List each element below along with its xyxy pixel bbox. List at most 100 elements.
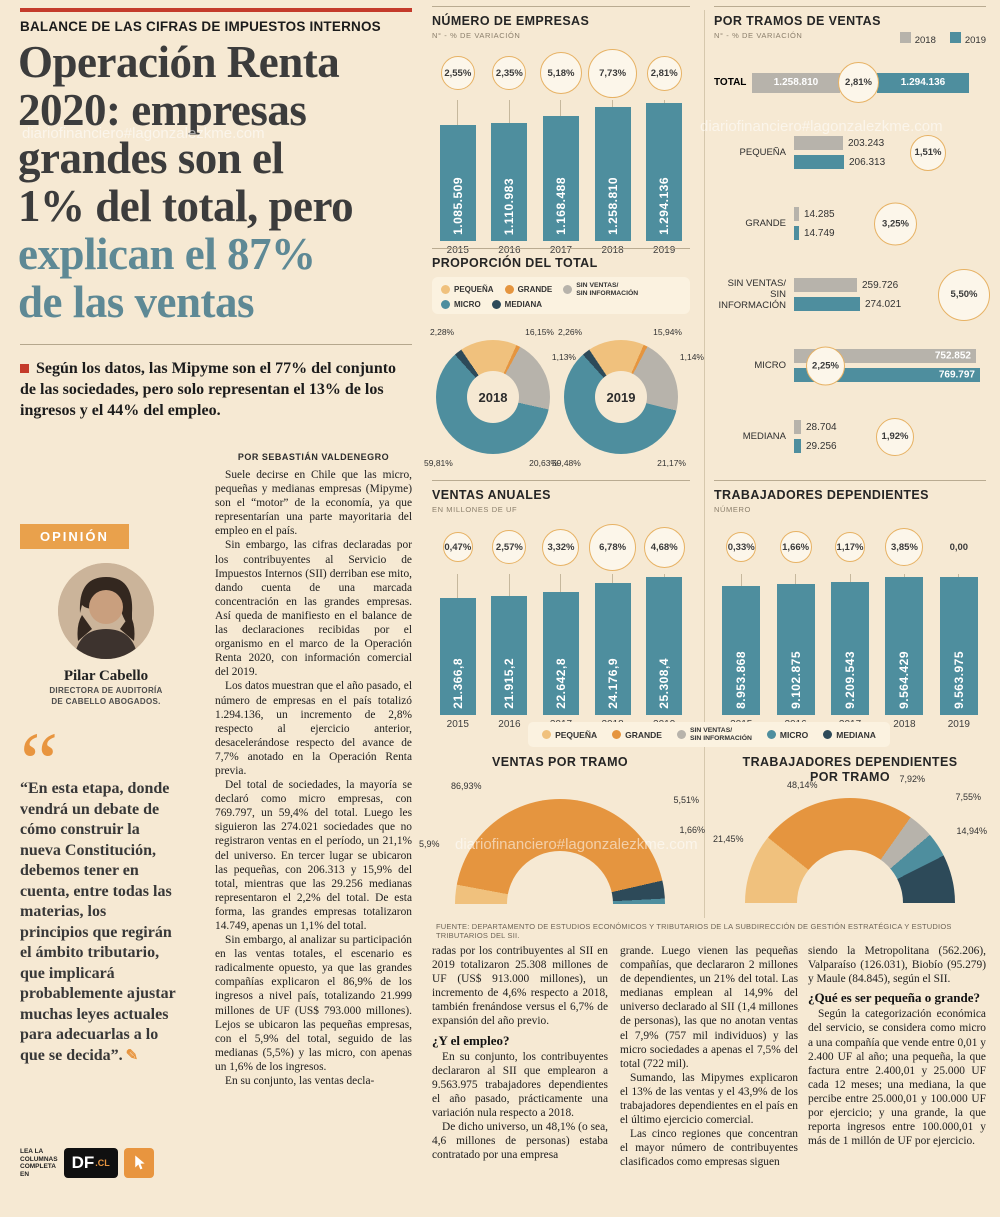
tline: 259.726 bbox=[794, 278, 986, 292]
slice-label: 16,15% bbox=[525, 327, 554, 337]
connector-line bbox=[795, 574, 797, 584]
article-heading: ¿Y el empleo? bbox=[432, 1032, 510, 1048]
tramo-bar-2018 bbox=[794, 207, 799, 221]
span: GRANDE bbox=[517, 285, 553, 294]
tramo-value: 28.704 bbox=[806, 421, 837, 433]
div: MICRO bbox=[754, 360, 786, 371]
legend-item: MICRO bbox=[766, 729, 809, 740]
hand-cursor-icon[interactable] bbox=[123, 1148, 154, 1178]
variation-circle: 5,50% bbox=[938, 268, 990, 321]
bar-value: 9.564.429 bbox=[897, 651, 912, 709]
tramo-row: MEDIANA 28.704 29.256 1,92% bbox=[714, 401, 986, 472]
span: MICRO bbox=[779, 729, 809, 740]
vcircle-wrap: 0,33% bbox=[726, 520, 757, 574]
slice-label: 7,55% bbox=[955, 792, 981, 802]
quote-open: “ bbox=[20, 780, 28, 797]
tramo-bar-2018 bbox=[794, 420, 801, 434]
vcircle-wrap: 6,78% bbox=[589, 520, 637, 574]
standfirst: Según los datos, las Mipyme son el 77% d… bbox=[20, 358, 414, 421]
slice-label: 2,28% bbox=[430, 327, 455, 337]
article-paragraph: Sumando, las Mipymes explicaron el 13% d… bbox=[620, 1071, 798, 1127]
bar-value: 24.176,9 bbox=[605, 658, 620, 709]
connector-line bbox=[560, 100, 562, 116]
article-paragraph: siendo la Metropolitana (562.206), Valpa… bbox=[808, 945, 986, 986]
tramo-value: 29.256 bbox=[806, 440, 837, 452]
legend-item: GRANDE bbox=[612, 730, 662, 740]
legend-item: GRANDE bbox=[504, 285, 553, 294]
tline: 14.285 bbox=[794, 207, 986, 221]
author-name: Pilar Cabello bbox=[63, 668, 149, 684]
chart-trabajadores: TRABAJADORES DEPENDIENTES NÚMERO 0,33% 8.… bbox=[714, 480, 986, 734]
bar-chart: 0,47% 21.366,8 2015 2,57% 21.915,2 2016 3,32% 2… bbox=[432, 520, 690, 734]
author-photo bbox=[58, 563, 154, 659]
slice-label: 1,13% bbox=[551, 352, 576, 362]
chart-subtitle: N° - % DE VARIACIÓN bbox=[714, 31, 803, 40]
legend-2018: 2018 bbox=[899, 32, 936, 46]
chart-title: VENTAS ANUALES bbox=[432, 488, 551, 502]
chart-subtitle: EN MILLONES DE UF bbox=[432, 505, 518, 514]
bar: 9.209.543 bbox=[831, 582, 870, 715]
total-row: TOTAL 1.258.810 2,81% 1.294.136 bbox=[714, 62, 986, 103]
bar-column: 5,18% 1.168.488 2017 bbox=[535, 46, 587, 260]
cta-line: EN bbox=[20, 1170, 30, 1178]
tramo-label: GRANDE bbox=[714, 218, 794, 229]
bar-value: 22.642,8 bbox=[553, 658, 568, 709]
vcircle-wrap: 1,17% bbox=[835, 520, 866, 574]
chart-ventas-anuales: VENTAS ANUALES EN MILLONES DE UF 0,47% 21… bbox=[432, 480, 690, 734]
bar: 1.168.488 bbox=[542, 116, 579, 241]
variation-circle: 7,73% bbox=[588, 48, 638, 98]
span: MEDIANA bbox=[504, 300, 543, 309]
div: MEDIANA bbox=[742, 431, 786, 442]
bullet-square bbox=[20, 364, 29, 373]
section-rule bbox=[714, 480, 986, 481]
cta-line: COMPLETA bbox=[20, 1163, 56, 1170]
connector-line bbox=[457, 100, 459, 125]
df-logo[interactable]: DF .CL bbox=[63, 1148, 118, 1178]
slice-label: 59,81% bbox=[424, 458, 453, 468]
legend-item: MEDIANA bbox=[491, 300, 543, 309]
tbars: 28.704 29.256 bbox=[794, 420, 986, 453]
span: MICRO bbox=[454, 300, 481, 309]
vcircle-wrap: 2,35% bbox=[492, 46, 527, 100]
bar-column: 0,33%8.953.8682015 bbox=[714, 520, 768, 734]
author-role: DE CABELLO ABOGADOS. bbox=[51, 697, 161, 706]
div: SIN VENTAS/ bbox=[689, 727, 733, 734]
span: 2019 bbox=[964, 35, 986, 46]
chart-subtitle: N° - % DE VARIACIÓN bbox=[432, 31, 521, 40]
vcircle-wrap: 0,47% bbox=[442, 520, 473, 574]
slice-label: 21,45% bbox=[713, 834, 744, 844]
bar-chart: 2,55% 1.085.509 2015 2,35% 1.110.983 2016 5,18… bbox=[432, 46, 690, 260]
variation-circle: 1,66% bbox=[779, 531, 812, 563]
legend-dot bbox=[766, 730, 776, 739]
bar: 24.176,9 bbox=[594, 583, 631, 715]
slice-label: 20,63% bbox=[529, 458, 558, 468]
div: SIN VENTAS/ bbox=[727, 278, 786, 289]
connector-line bbox=[663, 100, 665, 103]
year-label: 2016 bbox=[498, 245, 521, 256]
byline: POR SEBASTIÁN VALDENEGRO bbox=[237, 452, 390, 462]
year-label: 2019 bbox=[947, 719, 970, 730]
span: GRANDE bbox=[625, 729, 662, 740]
tline: 29.256 bbox=[794, 439, 986, 453]
bar-value: 25.308,4 bbox=[657, 658, 672, 709]
span: MEDIANA bbox=[836, 729, 876, 740]
connector-line bbox=[663, 574, 665, 577]
cta-text: LEA LA COLUMNAS COMPLETA EN bbox=[20, 1148, 58, 1178]
year-legend: 2018 2019 bbox=[899, 32, 986, 46]
slice-label: 21,17% bbox=[657, 458, 686, 468]
read-more-cta[interactable]: LEA LA COLUMNAS COMPLETA EN DF .CL bbox=[20, 1148, 154, 1178]
slice-label: 1,14% bbox=[679, 352, 704, 362]
chart-title-line2: POR TRAMO bbox=[810, 770, 890, 784]
bar: 1.110.983 bbox=[491, 123, 528, 241]
section-rule bbox=[714, 6, 986, 7]
quote-text: En esta etapa, donde vendrá un debate de… bbox=[20, 780, 176, 1064]
span: PEQUEÑA bbox=[555, 729, 598, 740]
opinion-column: OPINIÓN Pilar Cabello DIRECTORA DE AUDIT… bbox=[20, 524, 192, 1178]
vcircle-wrap: 5,18% bbox=[539, 46, 582, 100]
headline-accent-line: de las ventas bbox=[18, 277, 255, 327]
bar: 1.294.136 bbox=[646, 103, 683, 241]
connector-line bbox=[849, 574, 851, 582]
variation-circle: 2,25% bbox=[806, 346, 845, 385]
tramo-bar-2018 bbox=[794, 136, 843, 150]
